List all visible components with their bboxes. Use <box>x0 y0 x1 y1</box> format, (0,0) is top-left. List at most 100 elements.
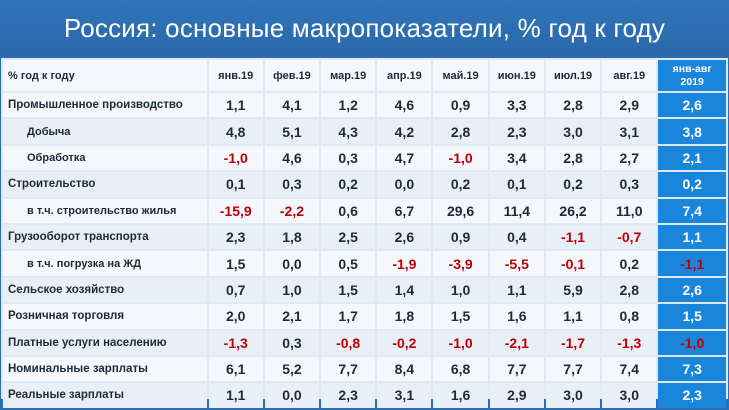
value-cell: 2,8 <box>602 277 657 303</box>
value-cell: -1,1 <box>545 224 601 250</box>
row-label: Строительство <box>3 172 207 197</box>
table-row: в т.ч. погрузка на ЖД 1,5 0,0 0,5 -1,9 -3,9 -5… <box>3 251 726 276</box>
value-cell: 7,7 <box>489 356 544 382</box>
value-cell: -1,0 <box>208 145 263 171</box>
value-cell: 0,4 <box>489 224 544 250</box>
value-cell: -0,8 <box>321 330 376 355</box>
value-cell: 11,4 <box>489 198 544 223</box>
row-label: в т.ч. погрузка на ЖД <box>3 251 207 276</box>
table-row: в т.ч. строительство жилья -15,9 -2,2 0,6 6,… <box>3 198 726 223</box>
value-cell: 0,0 <box>377 172 432 197</box>
value-cell: 1,5 <box>321 277 376 303</box>
value-cell: 1,6 <box>433 383 488 408</box>
table-row: Реальные зарплаты 1,1 0,0 2,3 3,1 1,6 2,9 3,0 3,… <box>3 383 726 408</box>
value-cell: -0,1 <box>545 251 601 276</box>
total-cell: 7,3 <box>658 356 726 382</box>
header-total-line1: янв-авг <box>672 62 712 75</box>
value-cell: 3,0 <box>545 119 601 144</box>
table-row: Номинальные зарплаты 6,1 5,2 7,7 8,4 6,8 7,7 7,… <box>3 356 726 382</box>
value-cell: -2,1 <box>489 330 544 355</box>
value-cell: -3,9 <box>433 251 488 276</box>
value-cell: 2,8 <box>545 145 601 171</box>
value-cell: 0,7 <box>208 277 263 303</box>
title-bar: Россия: основные макропоказатели, % год … <box>0 0 729 56</box>
value-cell: 0,2 <box>433 172 488 197</box>
value-cell: 1,8 <box>377 304 432 329</box>
row-label: Номинальные зарплаты <box>3 356 207 382</box>
value-cell: 3,0 <box>602 383 657 408</box>
value-cell: 2,9 <box>602 93 657 118</box>
value-cell: 0,0 <box>264 251 320 276</box>
value-cell: 5,1 <box>264 119 320 144</box>
value-cell: -1,0 <box>433 145 488 171</box>
value-cell: 0,2 <box>545 172 601 197</box>
value-cell: 0,1 <box>208 172 263 197</box>
total-cell: 1,5 <box>658 304 726 329</box>
value-cell: 4,2 <box>377 119 432 144</box>
value-cell: 3,0 <box>545 383 601 408</box>
table-row: Платные услуги населению -1,3 0,3 -0,8 -0,2-… <box>3 330 726 355</box>
value-cell: 7,7 <box>545 356 601 382</box>
macro-table-container: % год к году янв.19 фев.19 мар.19 апр.19 май… <box>1 58 728 408</box>
value-cell: 0,3 <box>602 172 657 197</box>
value-cell: 1,1 <box>208 383 263 408</box>
value-cell: -0,7 <box>602 224 657 250</box>
value-cell: 3,1 <box>602 119 657 144</box>
row-label: Платные услуги населению <box>3 330 207 355</box>
value-cell: -1,0 <box>433 330 488 355</box>
value-cell: 2,5 <box>321 224 376 250</box>
value-cell: -1,3 <box>602 330 657 355</box>
total-cell: 2,1 <box>658 145 726 171</box>
value-cell: 2,8 <box>545 93 601 118</box>
value-cell: -2,2 <box>264 198 320 223</box>
page-title: Россия: основные макропоказатели, % год … <box>63 12 666 43</box>
value-cell: 6,8 <box>433 356 488 382</box>
value-cell: 2,3 <box>321 383 376 408</box>
value-cell: 7,4 <box>602 356 657 382</box>
header-month: фев.19 <box>264 60 320 91</box>
value-cell: 0,0 <box>264 383 320 408</box>
total-cell: 3,8 <box>658 119 726 144</box>
total-cell: 2,3 <box>658 383 726 408</box>
value-cell: 1,1 <box>208 93 263 118</box>
total-cell: 1,1 <box>658 224 726 250</box>
row-label: Розничная торговля <box>3 304 207 329</box>
value-cell: 7,7 <box>321 356 376 382</box>
value-cell: 0,2 <box>321 172 376 197</box>
value-cell: 0,6 <box>321 198 376 223</box>
value-cell: 2,7 <box>602 145 657 171</box>
value-cell: 3,1 <box>377 383 432 408</box>
value-cell: 2,3 <box>489 119 544 144</box>
value-cell: -1,9 <box>377 251 432 276</box>
value-cell: 5,2 <box>264 356 320 382</box>
table-header-row: % год к году янв.19 фев.19 мар.19 апр.19 май… <box>3 60 726 91</box>
value-cell: 2,3 <box>208 224 263 250</box>
value-cell: 2,1 <box>264 304 320 329</box>
total-cell: -1,0 <box>658 330 726 355</box>
row-label: Грузооборот транспорта <box>3 224 207 250</box>
value-cell: 0,8 <box>602 304 657 329</box>
row-label: в т.ч. строительство жилья <box>3 198 207 223</box>
value-cell: 1,0 <box>264 277 320 303</box>
table-row: Грузооборот транспорта 2,3 1,8 2,5 2,6 0,9 0,4… <box>3 224 726 250</box>
value-cell: -0,2 <box>377 330 432 355</box>
value-cell: 1,1 <box>545 304 601 329</box>
value-cell: 4,6 <box>377 93 432 118</box>
value-cell: 0,2 <box>602 251 657 276</box>
table-row: Промышленное производство 1,1 4,1 1,2 4,6 0,9… <box>3 93 726 118</box>
header-month: мар.19 <box>321 60 376 91</box>
value-cell: 4,8 <box>208 119 263 144</box>
value-cell: 29,6 <box>433 198 488 223</box>
header-month: янв.19 <box>208 60 263 91</box>
value-cell: 1,5 <box>433 304 488 329</box>
value-cell: 5,9 <box>545 277 601 303</box>
total-cell: 2,6 <box>658 93 726 118</box>
value-cell: 4,7 <box>377 145 432 171</box>
table-row: Сельское хозяйство 0,7 1,0 1,5 1,4 1,0 1,1 5,9 2… <box>3 277 726 303</box>
value-cell: 1,5 <box>208 251 263 276</box>
header-month: апр.19 <box>377 60 432 91</box>
row-label: Реальные зарплаты <box>3 383 207 408</box>
value-cell: 0,1 <box>489 172 544 197</box>
header-month: авг.19 <box>602 60 657 91</box>
value-cell: 0,5 <box>321 251 376 276</box>
